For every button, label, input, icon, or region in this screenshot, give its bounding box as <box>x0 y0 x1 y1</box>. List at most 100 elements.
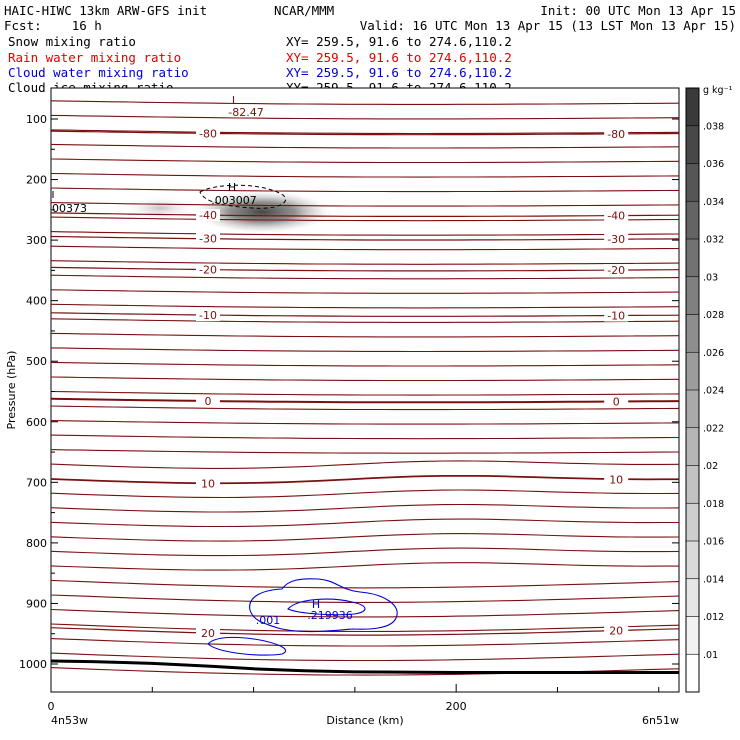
header-title: HAIC-HIWC 13km ARW-GFS init <box>4 3 207 18</box>
isotherm-line <box>50 332 680 338</box>
isotherm-line <box>50 100 680 105</box>
isotherm-label: 20 <box>201 627 215 640</box>
y-tick-label: 800 <box>26 537 47 550</box>
temp-low-marker: L <box>232 94 239 107</box>
isotherm-lines: -80 -80 -40 -40 -30 -30 -20 -20 -10 -10 0 0 10 10 20 20 <box>50 100 680 676</box>
colorbar-label: .016 <box>703 537 724 548</box>
isotherm-label: -80 <box>199 127 217 140</box>
header-valid: Valid: 16 UTC Mon 13 Apr 15 (13 LST Mon … <box>360 18 736 33</box>
isotherm-line <box>50 260 680 265</box>
y-tick-label: 400 <box>26 295 47 308</box>
isotherm-label-bg <box>604 395 629 408</box>
cloud-water-max-marker: H <box>312 598 320 611</box>
field-name-cloud-water: Cloud water mixing ratio <box>8 65 189 80</box>
isotherm-line <box>50 129 680 135</box>
colorbar-swatch <box>686 541 699 579</box>
colorbar-swatch <box>686 163 699 202</box>
isotherm-line <box>50 347 680 353</box>
isotherm-label: -80 <box>607 128 625 141</box>
isotherm-line <box>50 562 679 571</box>
isotherm-line <box>50 434 680 440</box>
x-tick-label: 200 <box>446 700 467 713</box>
y-tick-label: 100 <box>26 113 47 126</box>
colorbar-swatch <box>686 276 699 315</box>
y-tick-label: 200 <box>26 174 47 187</box>
isotherm-line <box>50 608 680 618</box>
colorbar-label: .018 <box>703 499 724 510</box>
colorbar-label: .032 <box>703 235 724 246</box>
isotherm-line <box>50 376 680 382</box>
isotherm-labeled-line <box>50 627 680 636</box>
isotherm-line <box>50 245 680 251</box>
isotherm-label-bg <box>196 127 220 140</box>
isotherm-line <box>50 594 680 603</box>
isotherm-line <box>50 158 680 164</box>
isotherm-label-bg <box>196 209 220 222</box>
isotherm-line <box>50 390 680 396</box>
cloud-ice-max-value: .003007 <box>211 194 257 207</box>
colorbar-swatch <box>686 125 699 164</box>
y-tick-label: 300 <box>26 234 47 247</box>
colorbar-swatch <box>686 88 699 126</box>
colorbar-label: .022 <box>703 423 724 434</box>
isotherm-label: -20 <box>199 264 217 277</box>
isotherm-label: -10 <box>199 309 217 322</box>
isotherm-labeled-line <box>50 235 680 241</box>
field-xy-snow: XY= 259.5, 91.6 to 274.6,110.2 <box>286 34 512 49</box>
cloud-ice-edge-value: 00373 <box>52 202 87 215</box>
colorbar-label: .038 <box>703 121 724 132</box>
y-tick-label: 600 <box>26 416 47 429</box>
cloud-ice-fringe <box>122 196 198 220</box>
isotherm-label-bg <box>604 473 629 486</box>
isotherm-line <box>50 187 680 193</box>
isotherm-label-bg <box>604 624 629 637</box>
x-tick-label: 0 <box>48 700 55 713</box>
header-init: Init: 00 UTC Mon 13 Apr 15 <box>540 3 736 18</box>
colorbar-label: .01 <box>703 650 718 661</box>
isotherm-label-bg <box>196 309 220 322</box>
isotherm-line <box>50 274 680 280</box>
isotherm-label: -30 <box>607 233 625 246</box>
colorbar-label: .014 <box>703 574 724 585</box>
isotherm-label-bg <box>196 232 220 245</box>
isotherm-line <box>50 623 680 633</box>
isotherm-labeled-line <box>50 475 679 485</box>
colorbar-swatch <box>686 352 699 390</box>
isotherm-line <box>50 303 680 309</box>
isotherm-labeled-line <box>50 130 680 136</box>
isotherm-line <box>50 202 680 207</box>
x-axis-right-endpoint: 6n51w <box>642 714 679 727</box>
isotherm-line <box>50 579 680 589</box>
isotherm-line <box>50 460 680 469</box>
field-name-rain: Rain water mixing ratio <box>8 50 181 65</box>
cloud-water-inner-contour <box>287 598 366 616</box>
cloud-ice-contour <box>199 184 286 209</box>
isotherm-line <box>50 172 680 178</box>
colorbar-swatch <box>686 465 699 504</box>
colorbar-swatch <box>686 654 699 692</box>
colorbar-label: .024 <box>703 386 724 397</box>
colorbar-swatch <box>686 616 699 655</box>
cloud-water-outer-contour <box>249 578 398 633</box>
header-forecast: Fcst: 16 h <box>4 18 102 33</box>
isotherm-label: -40 <box>199 209 217 222</box>
isotherm-line <box>50 318 680 323</box>
isotherm-label-bg <box>196 263 220 276</box>
isotherm-line <box>50 216 680 222</box>
colorbar-label: .012 <box>703 612 724 623</box>
colorbar-swatch <box>686 239 699 277</box>
colorbar-swatch <box>686 427 699 466</box>
terrain-line <box>50 659 679 674</box>
cloud-water-small-contour <box>207 636 287 656</box>
isotherm-label-bg <box>604 264 629 277</box>
isotherm-label: 10 <box>201 477 215 490</box>
isotherm-line <box>50 518 679 528</box>
isotherm-label-bg <box>196 395 220 408</box>
plot-frame <box>50 87 680 693</box>
colorbar-label: .036 <box>703 159 724 170</box>
y-tick-label: 700 <box>26 476 47 489</box>
temp-low-value: -82.47 <box>228 106 263 119</box>
isotherm-line <box>50 289 680 294</box>
isotherm-label: -40 <box>607 210 625 223</box>
